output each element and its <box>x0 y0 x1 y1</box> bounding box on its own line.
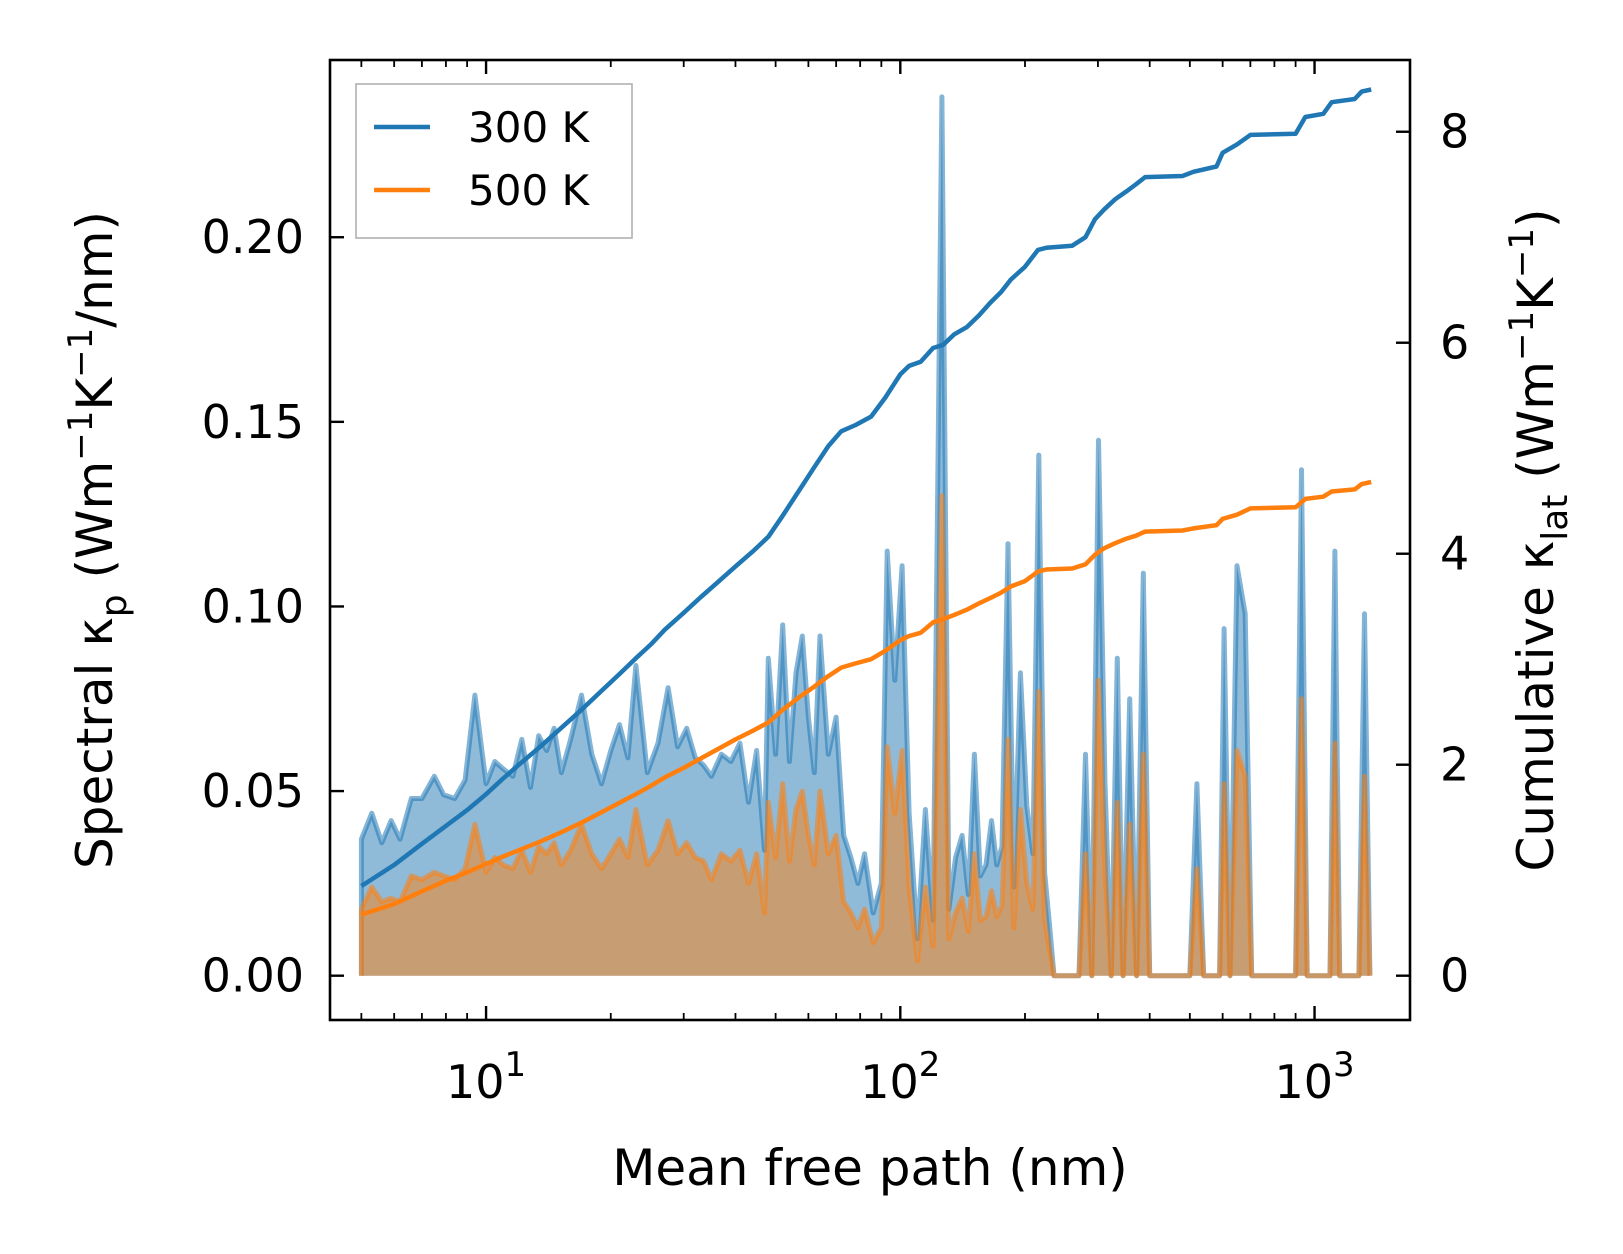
y-right-tick-label: 6 <box>1440 316 1469 370</box>
plot-frame <box>328 58 1412 1022</box>
y-left-tick-label: 0.05 <box>202 764 304 818</box>
y-left-tick-label: 0.15 <box>202 395 304 449</box>
legend-box <box>355 83 633 239</box>
x-tick-label: 103 <box>1274 1045 1354 1109</box>
y-right-title-main: Cumulative κ <box>1507 541 1565 872</box>
spectral-outline-300k <box>358 94 1373 979</box>
spectral-fills <box>358 94 1373 979</box>
spectral-outline-500k <box>358 493 1373 979</box>
y-left-axis-title: Spectral κp (Wm−1K−1/nm) <box>61 211 135 869</box>
y-left-title-units: (Wm <box>66 461 124 595</box>
y-right-title-exp1: −1 <box>1502 311 1542 361</box>
y-left-title-exp1: −1 <box>61 411 101 461</box>
x-axis-title: Mean free path (nm) <box>612 1139 1128 1197</box>
x-tick-label: 101 <box>446 1045 526 1109</box>
legend-label-500k: 500 K <box>468 166 591 215</box>
y-left-tick-label: 0.00 <box>202 949 304 1003</box>
tick-labels: 101 102 103 0.00 0.05 0.10 0.15 0.20 0 2 4 6 8 <box>202 105 1470 1109</box>
y-right-axis-title: Cumulative κlat (Wm−1K−1) <box>1502 208 1576 871</box>
y-right-tick-label: 8 <box>1440 105 1469 159</box>
y-right-tick-label: 0 <box>1440 949 1469 1003</box>
x-tick-label: 102 <box>860 1045 940 1109</box>
y-right-tick-label: 2 <box>1440 738 1469 792</box>
cumulative-lines <box>360 87 1372 917</box>
cumulative-line-300k <box>360 87 1372 888</box>
legend-label-300k: 300 K <box>468 103 591 152</box>
y-right-tick-label: 4 <box>1440 527 1469 581</box>
legend: 300 K 500 K <box>355 83 633 239</box>
y-left-title-main: Spectral κ <box>66 617 124 869</box>
y-right-title-exp2: −1 <box>1502 228 1542 278</box>
y-right-title-end: ) <box>1507 208 1565 228</box>
y-left-tick-label: 0.20 <box>202 210 304 264</box>
y-right-title-mid: K <box>1507 277 1565 311</box>
y-left-title-sub: p <box>94 594 135 617</box>
cumulative-line-500k <box>360 479 1372 917</box>
y-right-title-units: (Wm <box>1507 361 1565 495</box>
y-left-title-exp2: −1 <box>61 328 101 378</box>
y-left-tick-label: 0.10 <box>202 579 304 633</box>
y-left-title-mid: K <box>66 377 124 411</box>
y-right-title-sub: lat <box>1535 495 1576 541</box>
y-left-title-end: /nm) <box>66 211 124 328</box>
